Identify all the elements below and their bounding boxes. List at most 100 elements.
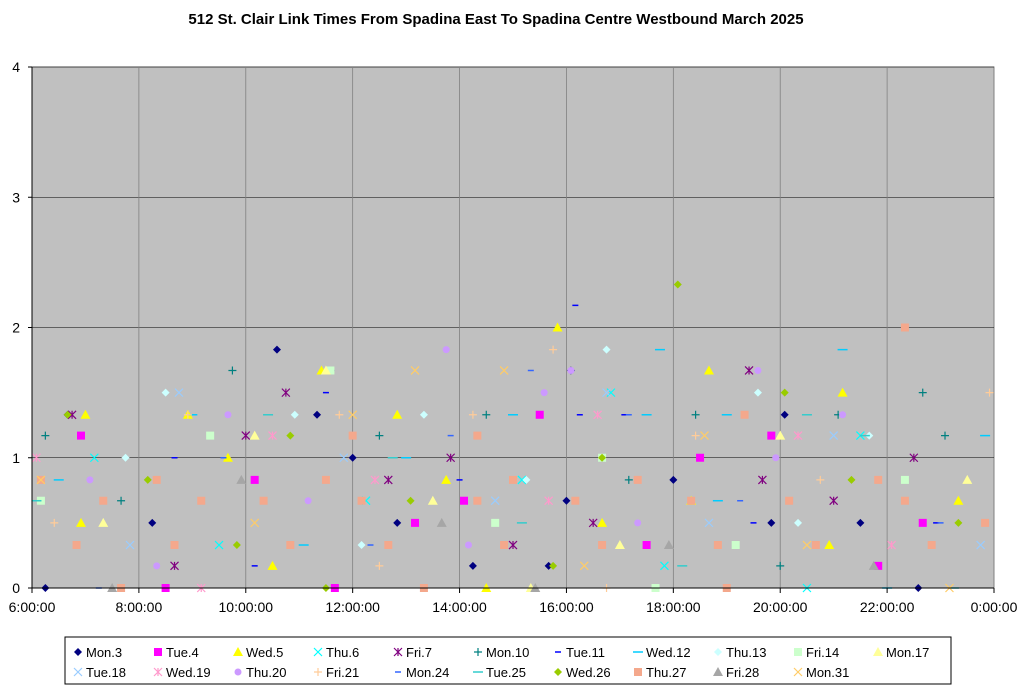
data-point (691, 431, 700, 440)
data-point (704, 518, 714, 528)
data-point (509, 475, 517, 484)
data-point (508, 540, 518, 550)
data-point (597, 517, 608, 527)
legend-marker (713, 667, 723, 676)
data-point (824, 540, 835, 550)
data-point (272, 345, 281, 354)
data-point (286, 541, 295, 550)
data-point (441, 474, 452, 484)
data-point (335, 410, 344, 419)
data-point (224, 411, 232, 419)
y-tick-label: 3 (12, 189, 20, 205)
data-point (816, 475, 825, 484)
data-point (522, 475, 531, 484)
legend-marker (233, 647, 243, 656)
data-point (785, 496, 794, 505)
data-point (691, 410, 700, 419)
data-point (72, 541, 81, 550)
data-point (634, 519, 642, 527)
data-point (75, 517, 86, 527)
data-point (249, 430, 260, 440)
legend-marker (234, 668, 242, 676)
data-point (753, 388, 762, 397)
data-point (228, 366, 237, 375)
data-point (900, 323, 909, 332)
data-point (540, 389, 548, 397)
data-point (588, 518, 598, 528)
legend-item: Tue.25 (473, 665, 526, 680)
data-point (793, 431, 803, 441)
data-point (811, 541, 820, 550)
legend-label: Thu.20 (246, 665, 286, 680)
legend-item: Wed.26 (554, 665, 611, 680)
legend-label: Mon.24 (406, 665, 449, 680)
data-point (222, 452, 233, 462)
data-point (700, 431, 709, 441)
legend-item: Mon.17 (873, 645, 929, 660)
data-point (304, 497, 312, 505)
data-point (121, 453, 130, 462)
legend-item: Fri.7 (393, 645, 432, 660)
data-point (67, 410, 77, 420)
data-point (460, 496, 469, 505)
data-point (981, 518, 990, 527)
data-point (874, 475, 883, 484)
data-point (660, 561, 669, 571)
data-point (976, 540, 986, 550)
legend-marker (714, 648, 722, 656)
y-tick-label: 1 (12, 450, 20, 466)
legend-item: Mon.24 (395, 665, 449, 680)
legend-marker (474, 648, 482, 656)
data-point (183, 410, 192, 419)
data-point (326, 366, 335, 375)
legend-item: Wed.5 (233, 645, 283, 660)
data-point (856, 518, 865, 527)
legend-label: Tue.4 (166, 645, 199, 660)
data-point (837, 387, 848, 397)
legend-marker (554, 668, 562, 676)
legend-label: Wed.26 (566, 665, 611, 680)
data-point (286, 431, 295, 440)
data-point (544, 496, 554, 506)
data-point (754, 366, 762, 374)
legend-items: Mon.3 Tue.4 Wed.5 Thu.6 Fri.7 Mon.10 Tue.11 Wed… (73, 645, 929, 680)
data-point (757, 475, 767, 485)
data-point (320, 365, 331, 375)
data-point (687, 496, 696, 505)
y-tick-label: 2 (12, 320, 20, 336)
data-point (143, 475, 152, 484)
legend-item: Wed.12 (633, 645, 691, 660)
data-point (436, 517, 447, 527)
legend-item: Mon.10 (474, 645, 529, 660)
data-point (593, 410, 603, 420)
x-tick-label: 12:00:00 (325, 599, 380, 615)
data-point (384, 541, 393, 550)
data-point (125, 540, 135, 550)
legend-marker (794, 648, 802, 656)
data-point (703, 365, 714, 375)
data-point (954, 518, 963, 527)
data-point (767, 431, 776, 440)
data-point (370, 475, 380, 485)
legend-marker (314, 668, 322, 676)
data-point (663, 540, 674, 550)
data-point (549, 561, 558, 570)
data-point (571, 496, 580, 505)
data-point (491, 518, 500, 527)
data-point (383, 475, 393, 485)
data-point (740, 410, 749, 419)
data-point (847, 475, 856, 484)
chart-title: 512 St. Clair Link Times From Spadina Ea… (188, 11, 803, 28)
data-point (669, 475, 678, 484)
data-point (313, 410, 322, 419)
data-point (731, 541, 740, 550)
data-point (829, 496, 839, 506)
legend-label: Mon.17 (886, 645, 929, 660)
data-point (909, 453, 919, 463)
legend-item: Mon.3 (74, 645, 122, 660)
x-tick-label: 10:00:00 (219, 599, 274, 615)
data-point (562, 496, 571, 505)
legend-label: Tue.25 (486, 665, 526, 680)
data-point (517, 475, 527, 485)
data-point (985, 388, 994, 397)
